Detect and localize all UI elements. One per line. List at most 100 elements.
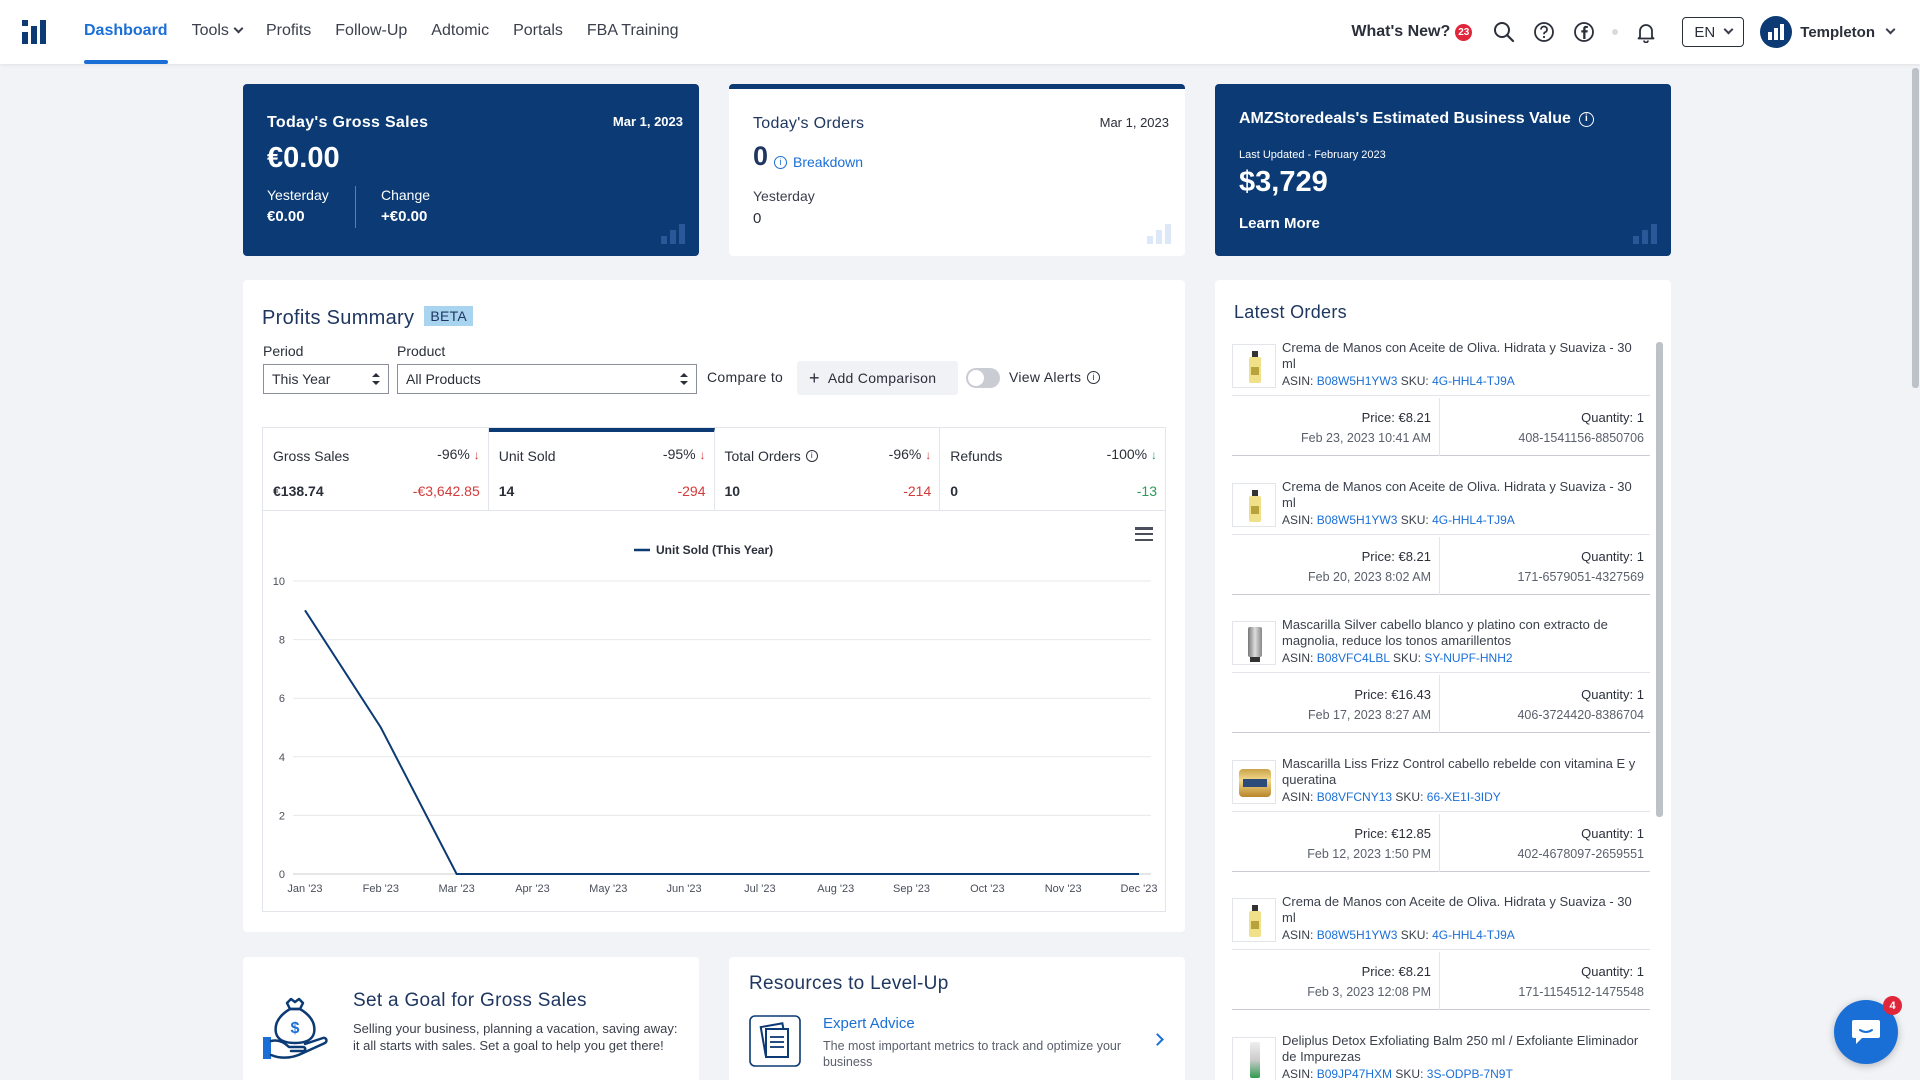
plus-icon: + [809,368,820,388]
logo-watermark-icon [1633,224,1659,244]
arrow-down-icon: ↓ [473,448,480,462]
change-value: +€0.00 [381,208,428,225]
x-tick-label: Dec '23 [1121,883,1158,895]
metric-unit-sold[interactable]: Unit Sold -95% ↓ 14 -294 [488,428,715,510]
user-menu[interactable]: Templeton [1760,16,1896,48]
product-title: Crema de Manos con Aceite de Oliva. Hidr… [1282,894,1632,925]
metric-value: €138.74 [273,483,324,499]
info-icon: i [805,450,818,462]
sku-link[interactable]: 4G-HHL4-TJ9A [1432,928,1515,942]
asin-link[interactable]: B08W5H1YW3 [1316,374,1398,388]
language-selector[interactable]: EN [1682,17,1745,47]
info-icon[interactable]: i [1087,370,1101,384]
chevron-right-icon [1151,1033,1164,1046]
column-divider [1439,814,1440,872]
nav-fba-training[interactable]: FBA Training [586,22,679,39]
order-product-row[interactable]: Deliplus Detox Exfoliating Balm 250 ml /… [1232,1029,1650,1080]
orders-scrollbar[interactable] [1656,342,1663,817]
change-label: Change [381,187,431,203]
metric-percent: -96% ↓ [437,446,480,462]
asin-link[interactable]: B08W5H1YW3 [1316,928,1398,942]
expert-advice-text: The most important metrics to track and … [823,1039,1122,1069]
view-alerts-toggle[interactable] [966,368,1000,388]
nav-profits[interactable]: Profits [265,22,312,39]
product-label: Product [397,343,446,359]
nav-dashboard[interactable]: Dashboard [84,0,168,64]
x-tick-label: May '23 [589,883,627,895]
product-identifiers: ASIN: B08W5H1YW3 SKU: 4G-HHL4-TJ9A [1282,513,1515,527]
breakdown-label: Breakdown [793,154,864,170]
asin-link[interactable]: B08W5H1YW3 [1316,513,1398,527]
expert-advice-item[interactable]: Expert Advice The most important metrics… [749,1015,1169,1075]
yesterday-label: Yesterday [753,188,815,204]
whats-new-button[interactable]: What's New? 23 [1351,23,1473,41]
order-date: Feb 17, 2023 8:27 AM [1307,708,1431,722]
expert-advice-title: Expert Advice [823,1015,915,1032]
top-navigation: Dashboard Tools Profits Follow-Up Adtomi… [0,0,1920,64]
metric-delta: -214 [903,483,932,499]
order-product-row[interactable]: Crema de Manos con Aceite de Oliva. Hidr… [1232,336,1650,396]
order-date: Feb 12, 2023 1:50 PM [1307,847,1431,861]
product-title: Deliplus Detox Exfoliating Balm 250 ml /… [1282,1033,1639,1064]
asin-link[interactable]: B09JP47HXM [1316,1067,1393,1080]
asin-label: ASIN: [1282,513,1314,527]
chat-button[interactable]: 4 [1834,996,1902,1064]
metric-total-orders[interactable]: Total Orders i -96% ↓ 10 -214 [715,428,941,510]
order-quantity: Quantity: 1 [1581,410,1644,425]
asin-link[interactable]: B08VFCNY13 [1316,790,1393,804]
column-divider [1439,398,1440,456]
product-title: Crema de Manos con Aceite de Oliva. Hidr… [1282,340,1632,371]
order-product-row[interactable]: Mascarilla Liss Frizz Control cabello re… [1232,752,1650,812]
product-select[interactable]: All Products [397,364,697,394]
notification-bell-icon[interactable] [1634,20,1658,44]
order-product-row[interactable]: Mascarilla Silver cabello blanco y plati… [1232,613,1650,673]
period-select[interactable]: This Year [263,364,389,394]
breakdown-link[interactable]: i Breakdown [774,154,863,170]
product-thumbnail [1232,483,1276,527]
asin-link[interactable]: B08VFC4LBL [1316,651,1390,665]
toggle-knob [968,370,984,386]
order-product-row[interactable]: Crema de Manos con Aceite de Oliva. Hidr… [1232,890,1650,950]
metric-percent: -95% ↓ [663,446,706,462]
page-scrollbar[interactable] [1912,68,1919,388]
nav-adtomic[interactable]: Adtomic [431,22,490,39]
chart-menu-icon[interactable] [1135,527,1153,542]
order-product-row[interactable]: Crema de Manos con Aceite de Oliva. Hidr… [1232,475,1650,535]
yesterday-value: €0.00 [267,208,305,225]
x-tick-label: Jul '23 [744,883,775,895]
metric-refunds[interactable]: Refunds -100% ↓ 0 -13 [940,428,1165,510]
order-meta-row: Price: €8.21 Feb 3, 2023 12:08 PM Quantity… [1232,952,1650,1010]
column-divider [1439,537,1440,595]
metric-value: 14 [498,483,515,499]
sku-label: SKU: [1395,790,1424,804]
sku-link[interactable]: 66-XE1I-3IDY [1426,790,1501,804]
nav-portals[interactable]: Portals [513,22,563,39]
metric-gross-sales[interactable]: Gross Sales -96% ↓ €138.74 -€3,642.85 [263,428,489,510]
sku-link[interactable]: 4G-HHL4-TJ9A [1432,374,1515,388]
sku-link[interactable]: 3S-ODPB-7N9T [1426,1067,1513,1080]
search-icon[interactable] [1492,20,1516,44]
user-name: Templeton [1800,23,1875,41]
facebook-icon[interactable] [1572,20,1596,44]
order-meta-row: Price: €8.21 Feb 20, 2023 8:02 AM Quantity… [1232,537,1650,595]
last-updated: Last Updated - February 2023 [1239,149,1386,161]
sku-link[interactable]: SY-NUPF-HNH2 [1424,651,1513,665]
sku-label: SKU: [1395,1067,1424,1080]
nav-follow-up[interactable]: Follow-Up [335,22,408,39]
product-identifiers: ASIN: B08W5H1YW3 SKU: 4G-HHL4-TJ9A [1282,374,1515,388]
add-comparison-button[interactable]: + Add Comparison [797,361,958,395]
svg-text:$: $ [291,1020,300,1037]
nav-tools[interactable]: Tools [192,0,244,64]
chart-container: 0 2 4 6 8 10 Jan '23 Feb '23 Mar '23 Apr '23 May '… [262,511,1166,912]
jungle-scout-logo-icon[interactable] [22,20,48,44]
help-icon[interactable] [1532,20,1556,44]
learn-more-link[interactable]: Learn More [1239,215,1320,232]
money-bag-hand-icon: $ [263,997,328,1059]
order-meta-row: Price: €12.85 Feb 12, 2023 1:50 PM Quantit… [1232,814,1650,872]
view-alerts-label: View Alerts i [1009,369,1101,385]
info-icon[interactable]: i [1578,111,1594,127]
select-arrows-icon [680,373,688,385]
sku-link[interactable]: 4G-HHL4-TJ9A [1432,513,1515,527]
business-value-header: AMZStoredeals's Estimated Business Value… [1239,110,1594,128]
whats-new-count-badge: 23 [1455,23,1473,41]
